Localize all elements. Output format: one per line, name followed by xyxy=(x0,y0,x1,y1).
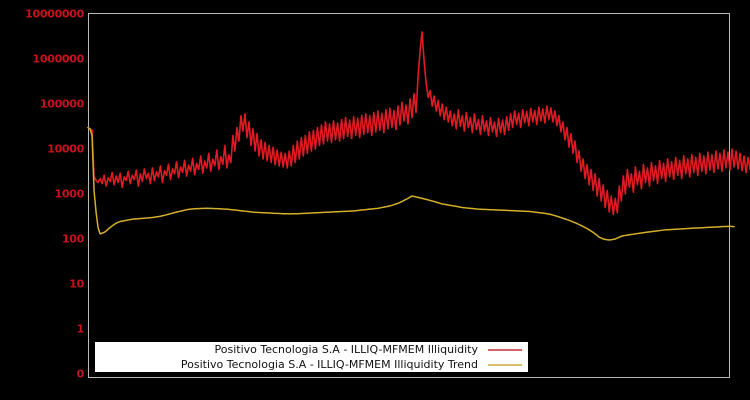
legend-entry-illiquidity: Positivo Tecnologia S.A - ILLIQ-MFMEM Il… xyxy=(95,342,528,357)
legend-swatch-illiquidity-icon xyxy=(488,348,522,351)
plot-area xyxy=(88,13,730,378)
y-tick-label: 100000 xyxy=(39,97,84,111)
y-tick-label: 1000 xyxy=(54,187,85,201)
y-tick-label: 1 xyxy=(76,322,85,336)
chart-legend: Positivo Tecnologia S.A - ILLIQ-MFMEM Il… xyxy=(95,342,528,372)
y-tick-label: 1000000 xyxy=(32,52,85,66)
y-axis-tick-labels: 10000000 1000000 100000 10000 1000 100 10 1 0 xyxy=(0,0,84,400)
y-tick-label: 10 xyxy=(69,277,84,291)
y-tick-label: 0 xyxy=(76,367,85,381)
y-tick-label: 10000 xyxy=(47,142,84,156)
legend-swatch-illiquidity-trend-icon xyxy=(488,363,522,366)
legend-label-illiquidity: Positivo Tecnologia S.A - ILLIQ-MFMEM Il… xyxy=(214,343,478,356)
y-tick-label: 10000000 xyxy=(25,7,84,21)
legend-label-illiquidity-trend: Positivo Tecnologia S.A - ILLIQ-MFMEM Il… xyxy=(180,358,478,371)
y-tick-label: 100 xyxy=(61,232,84,246)
legend-entry-illiquidity-trend: Positivo Tecnologia S.A - ILLIQ-MFMEM Il… xyxy=(95,357,528,372)
